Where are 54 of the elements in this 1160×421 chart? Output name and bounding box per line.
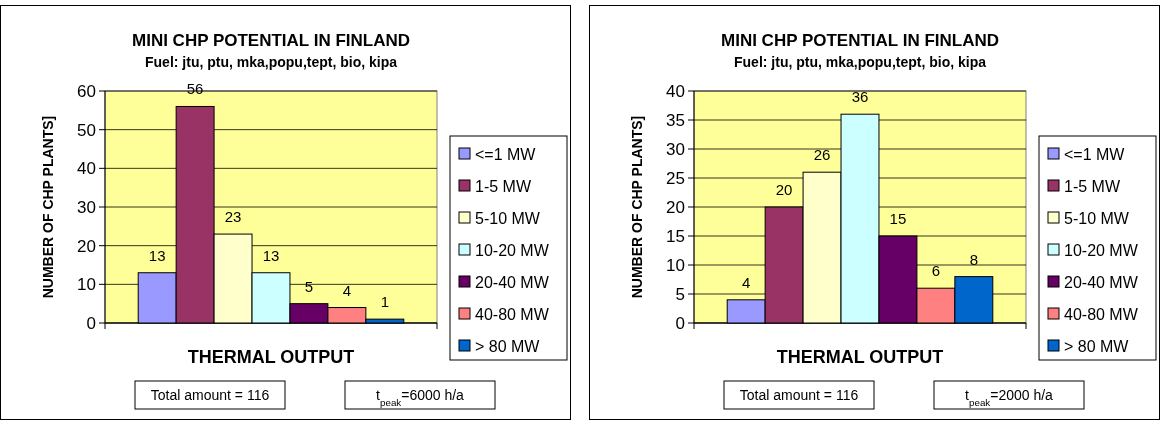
data-label: 1 [380,293,389,311]
data-label: 20 [775,181,793,198]
legend-label: > 80 MW [1064,337,1130,355]
legend-label: 40-80 MW [475,305,550,323]
legend-label: 40-80 MW [1064,305,1139,323]
y-tick-label: 60 [77,81,96,101]
text: Total amount = 116 [150,387,270,403]
y-tick-label: 40 [77,159,96,179]
legend-label: 1-5 MW [475,177,532,195]
legend-label: <=1 MW [475,145,537,163]
legend-label: 10-20 MW [475,241,550,259]
y-tick-label: 35 [666,110,685,130]
y-tick-label: 15 [666,226,685,246]
legend-label: 20-40 MW [475,273,550,291]
chart-title: MINI CHP POTENTIAL IN FINLAND [132,31,410,50]
y-tick-label: 20 [666,197,685,217]
legend-label: 5-10 MW [1064,209,1130,227]
legend-label: 20-40 MW [1064,273,1139,291]
data-label: 8 [969,250,978,268]
legend-label: 10-20 MW [1064,241,1139,259]
chart-subtitle: Fuel: jtu, ptu, mka,popu,tept, bio, kipa [145,54,398,70]
y-tick-label: 10 [77,275,96,295]
x-axis-title: THERMAL OUTPUT [776,347,944,367]
y-tick-label: 10 [666,255,685,275]
y-tick-label: 30 [666,139,685,159]
text: t$_{peak}$=6000 h/a [376,387,465,408]
y-axis-title: NUMBER OF CHP PLANTS] [629,115,645,299]
data-label: 36 [851,88,869,106]
text: Total amount = 116 [739,387,859,403]
y-tick-label: 20 [77,236,96,256]
y-tick-label: 5 [675,284,685,304]
data-label: 13 [148,246,166,264]
legend-label: 5-10 MW [475,209,541,227]
y-tick-label: 30 [77,197,96,217]
text: t$_{peak}$=2000 h/a [965,387,1054,408]
data-label: 4 [742,273,751,291]
data-label: 6 [931,262,941,280]
data-label: 4 [342,281,352,299]
legend-label: 1-5 MW [1064,177,1121,195]
chart-title: MINI CHP POTENTIAL IN FINLAND [721,31,999,50]
y-tick-label: 40 [666,81,685,101]
data-label: 26 [813,146,831,164]
y-tick-label: 50 [77,120,96,140]
x-axis-title: THERMAL OUTPUT [187,347,355,367]
y-tick-label: 25 [666,168,685,188]
data-label: 15 [889,210,907,227]
legend-label: > 80 MW [475,337,541,355]
y-tick-label: 0 [675,313,685,333]
chart-subtitle: Fuel: jtu, ptu, mka,popu,tept, bio, kipa [734,54,987,70]
y-tick-label: 0 [86,313,96,333]
y-axis-title: NUMBER OF CHP PLANTS] [40,115,56,299]
data-label: 13 [262,246,280,264]
data-label: 23 [224,208,242,226]
legend-label: <=1 MW [1064,145,1126,163]
